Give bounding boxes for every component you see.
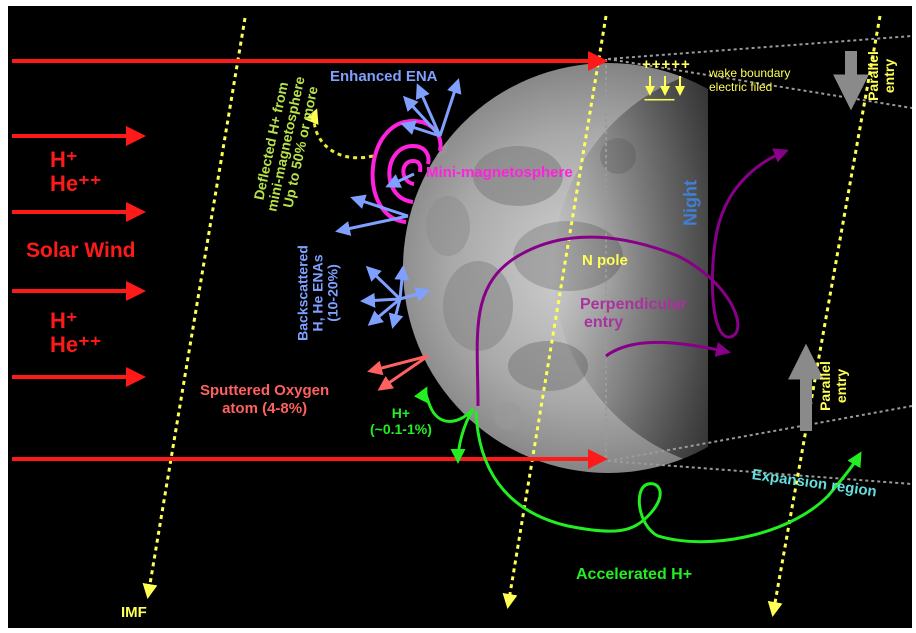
enhanced-ena-arrows	[335, 78, 462, 236]
diagram-canvas: H⁺ He⁺⁺ Solar Wind H⁺ He⁺⁺ IMF Deflected…	[8, 6, 912, 628]
h-plus-label-2: H⁺ He⁺⁺	[50, 308, 102, 357]
wake-minus-signs: ---------	[644, 91, 675, 106]
moon	[403, 63, 912, 473]
sputtered-arrows	[367, 354, 429, 391]
imf-label: IMF	[121, 604, 147, 621]
wake-boundary-lines	[605, 35, 912, 485]
night-label: Night	[680, 180, 701, 226]
wake-boundary-label: wake boundary electric filed	[709, 66, 791, 94]
perpendicular-arrow	[605, 340, 731, 358]
deflected-arc	[304, 108, 374, 160]
accelerated-trajectories	[413, 386, 862, 544]
backscattered-arrows	[360, 265, 431, 329]
wake-plus-signs: +++++	[642, 56, 691, 73]
backscattered-label: Backscattered H, He ENAs (10-20%)	[294, 245, 341, 341]
solar-wind-arrows	[12, 51, 608, 469]
parallel-entry-arrows	[788, 51, 869, 431]
h-plus-label-1: H⁺ He⁺⁺	[50, 147, 102, 196]
solar-wind-label: Solar Wind	[26, 239, 136, 262]
accelerated-h-label: Accelerated H+	[576, 566, 693, 583]
h-plus-small-label: H+ (~0.1-1%)	[370, 405, 432, 437]
perpendicular-label: Perpendicular entry	[580, 296, 687, 331]
lunar-plasma-diagram	[12, 15, 912, 617]
n-pole-label: N pole	[582, 252, 628, 269]
parallel-entry-label-bottom: Parallel entry	[817, 361, 849, 411]
wake-field-arrows	[645, 76, 685, 96]
sputtered-label: Sputtered Oxygen atom (4-8%)	[200, 382, 330, 417]
enhanced-ena-label: Enhanced ENA	[330, 68, 438, 85]
mini-magnetosphere-label: Mini-magnetosphere	[426, 164, 573, 181]
parallel-entry-label-top: Parallel entry	[865, 51, 897, 101]
perpendicular-trajectory	[475, 148, 789, 407]
